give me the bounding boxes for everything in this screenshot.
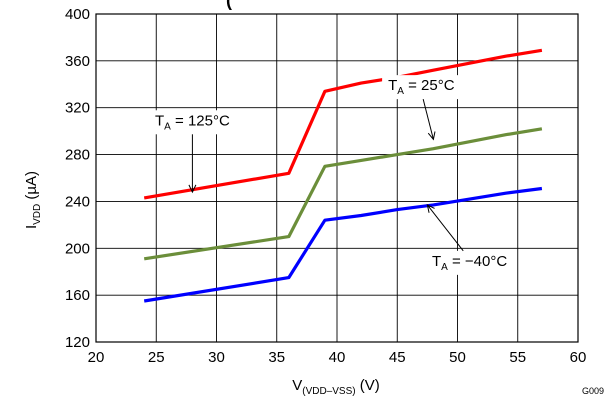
- annotation-label-rest: = 25°C: [404, 77, 455, 94]
- annotation-label-sub: A: [164, 121, 171, 132]
- figure-id: G009: [582, 386, 604, 396]
- y-tick-label: 400: [65, 6, 90, 23]
- x-tick-label: 50: [449, 349, 466, 366]
- x-axis-label-main: V: [292, 377, 302, 394]
- grid: [95, 13, 579, 343]
- y-tick-label: 160: [65, 287, 90, 304]
- y-axis-label: IVDD (µA): [23, 171, 43, 229]
- x-tick-label: 20: [88, 349, 105, 366]
- annotation-label-main: T: [155, 112, 164, 129]
- annotation-arrow-line: [422, 99, 434, 140]
- annotation-background: [425, 250, 514, 275]
- annotation-background: [149, 110, 236, 135]
- x-axis-label: V(VDD–VSS) (V): [292, 377, 380, 397]
- annotation-label-rest: = 125°C: [171, 112, 230, 129]
- annotation-background: [382, 75, 461, 100]
- series-line-1: [143, 127, 543, 261]
- series-line-2: [143, 186, 543, 303]
- annotation-arrow-line: [426, 204, 464, 252]
- x-tick-label: 35: [268, 349, 285, 366]
- plot-frame: [95, 13, 579, 343]
- annotation-label-0: TA = 125°C: [155, 112, 230, 132]
- y-tick-label: 120: [65, 334, 90, 351]
- x-tick-label: 30: [208, 349, 225, 366]
- chart-title-fragment: (: [226, 0, 232, 10]
- annotation-label-rest: = −40°C: [448, 253, 508, 270]
- annotation-label-sub: A: [441, 262, 448, 273]
- annotations: TA = 125°CTA = 25°CTA = −40°C: [149, 75, 514, 275]
- annotation-arrow-head: [427, 131, 436, 141]
- annotation-label-2: TA = −40°C: [432, 253, 507, 273]
- y-tick-label: 280: [65, 147, 90, 164]
- y-tick-label: 360: [65, 53, 90, 70]
- x-tick-label: 45: [389, 349, 406, 366]
- y-tick-labels: 120 160 200 240 280 320 360 400: [65, 6, 90, 351]
- x-tick-label: 25: [148, 349, 165, 366]
- x-tick-label: 40: [329, 349, 346, 366]
- y-tick-label: 320: [65, 100, 90, 117]
- x-tick-label: 60: [570, 349, 587, 366]
- annotation-arrow-head: [426, 204, 435, 213]
- annotation-arrow-head: [188, 184, 197, 194]
- x-axis-label-sub: (VDD–VSS): [302, 386, 355, 397]
- x-axis-label-unit: (V): [356, 377, 380, 394]
- annotation-label-1: TA = 25°C: [388, 77, 455, 97]
- y-tick-label: 200: [65, 240, 90, 257]
- x-tick-labels: 20 25 30 35 40 45 50 55 60: [88, 349, 587, 366]
- y-tick-label: 240: [65, 193, 90, 210]
- y-axis-label-unit: (µA): [23, 171, 40, 204]
- annotation-label-main: T: [432, 253, 441, 270]
- annotation-label-sub: A: [397, 86, 404, 97]
- y-axis-label-sub: VDD: [32, 204, 43, 225]
- annotation-label-main: T: [388, 77, 397, 94]
- y-axis-label-main: I: [23, 225, 40, 229]
- x-tick-label: 55: [509, 349, 526, 366]
